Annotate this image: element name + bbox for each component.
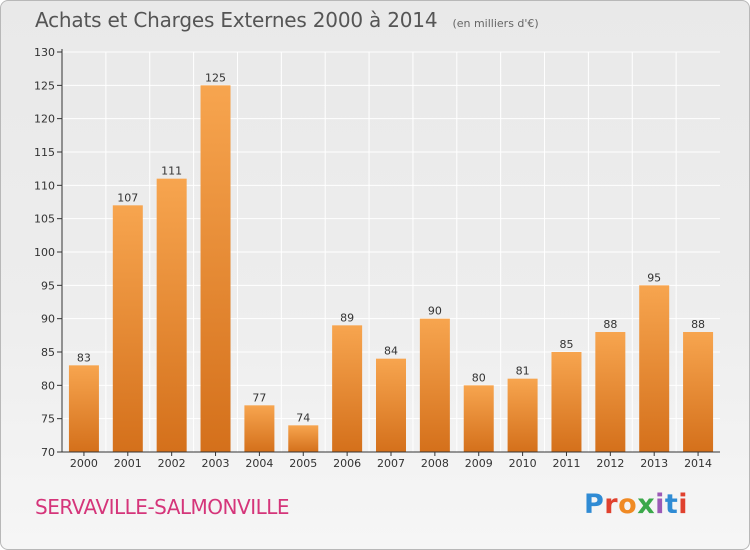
y-tick-label: 105: [34, 213, 55, 226]
bar: [463, 385, 494, 452]
y-tick-label: 80: [41, 379, 55, 392]
bar: [507, 378, 538, 452]
bar: [112, 205, 143, 452]
axes: [57, 49, 720, 456]
labels: 70 75 80 85 90 95 100 105 110 115 120 125 130 83 2000 1…: [34, 46, 712, 470]
bar: [551, 352, 582, 452]
data-label: 84: [384, 345, 398, 358]
x-tick-label: 2002: [158, 457, 186, 470]
title-row: Achats et Charges Externes 2000 à 2014 (…: [35, 8, 539, 32]
data-label: 95: [647, 271, 661, 284]
x-tick-label: 2003: [202, 457, 230, 470]
x-tick-label: 2005: [289, 457, 317, 470]
y-tick-label: 130: [34, 46, 55, 59]
data-label: 74: [296, 411, 310, 424]
y-tick-label: 120: [34, 113, 55, 126]
x-tick-label: 2010: [509, 457, 537, 470]
logo-letter: i: [655, 489, 665, 520]
bar: [156, 178, 187, 452]
x-tick-label: 2009: [465, 457, 493, 470]
y-tick-label: 90: [41, 313, 55, 326]
data-label: 88: [603, 318, 617, 331]
data-label: 83: [77, 351, 91, 364]
y-tick-label: 95: [41, 279, 55, 292]
logo-letter: o: [618, 489, 638, 520]
commune-name: SERVAVILLE-SALMONVILLE: [35, 495, 290, 519]
x-tick-label: 2004: [245, 457, 273, 470]
chart-subtitle: (en milliers d'€): [452, 17, 539, 30]
data-label: 77: [252, 391, 266, 404]
data-label: 125: [205, 71, 226, 84]
data-label: 81: [516, 365, 530, 378]
y-tick-label: 125: [34, 79, 55, 92]
logo-letter: P: [584, 489, 605, 520]
chart-title: Achats et Charges Externes 2000 à 2014: [35, 8, 438, 32]
y-tick-label: 115: [34, 146, 55, 159]
x-tick-label: 2007: [377, 457, 405, 470]
x-tick-label: 2008: [421, 457, 449, 470]
bar: [244, 405, 275, 452]
x-tick-label: 2001: [114, 457, 142, 470]
y-tick-label: 75: [41, 413, 55, 426]
logo-letter: i: [678, 489, 689, 520]
logo-letter: x: [637, 489, 656, 520]
bar: [639, 285, 670, 452]
x-tick-label: 2011: [552, 457, 580, 470]
bars: [68, 85, 714, 452]
bar: [68, 365, 99, 452]
data-label: 111: [161, 165, 182, 178]
data-label: 107: [117, 191, 138, 204]
y-tick-label: 100: [34, 246, 55, 259]
data-label: 80: [472, 371, 486, 384]
proxiti-logo[interactable]: Proxiti: [584, 489, 688, 520]
x-tick-label: 2012: [596, 457, 624, 470]
data-label: 88: [691, 318, 705, 331]
bar: [288, 425, 319, 452]
logo-letter: r: [604, 489, 619, 520]
x-tick-label: 2014: [684, 457, 712, 470]
x-tick-label: 2006: [333, 457, 361, 470]
data-label: 90: [428, 305, 442, 318]
bar: [376, 358, 406, 452]
y-tick-label: 110: [34, 179, 55, 192]
bar: [419, 318, 450, 452]
bar: [200, 85, 231, 452]
data-label: 85: [559, 338, 573, 351]
bar: [683, 332, 714, 452]
data-label: 89: [340, 311, 354, 324]
bar: [332, 325, 363, 452]
x-tick-label: 2000: [70, 457, 98, 470]
bar: [595, 332, 626, 452]
logo-letter: t: [664, 489, 679, 520]
x-tick-label: 2013: [640, 457, 668, 470]
y-tick-label: 70: [41, 446, 55, 459]
y-tick-label: 85: [41, 346, 55, 359]
